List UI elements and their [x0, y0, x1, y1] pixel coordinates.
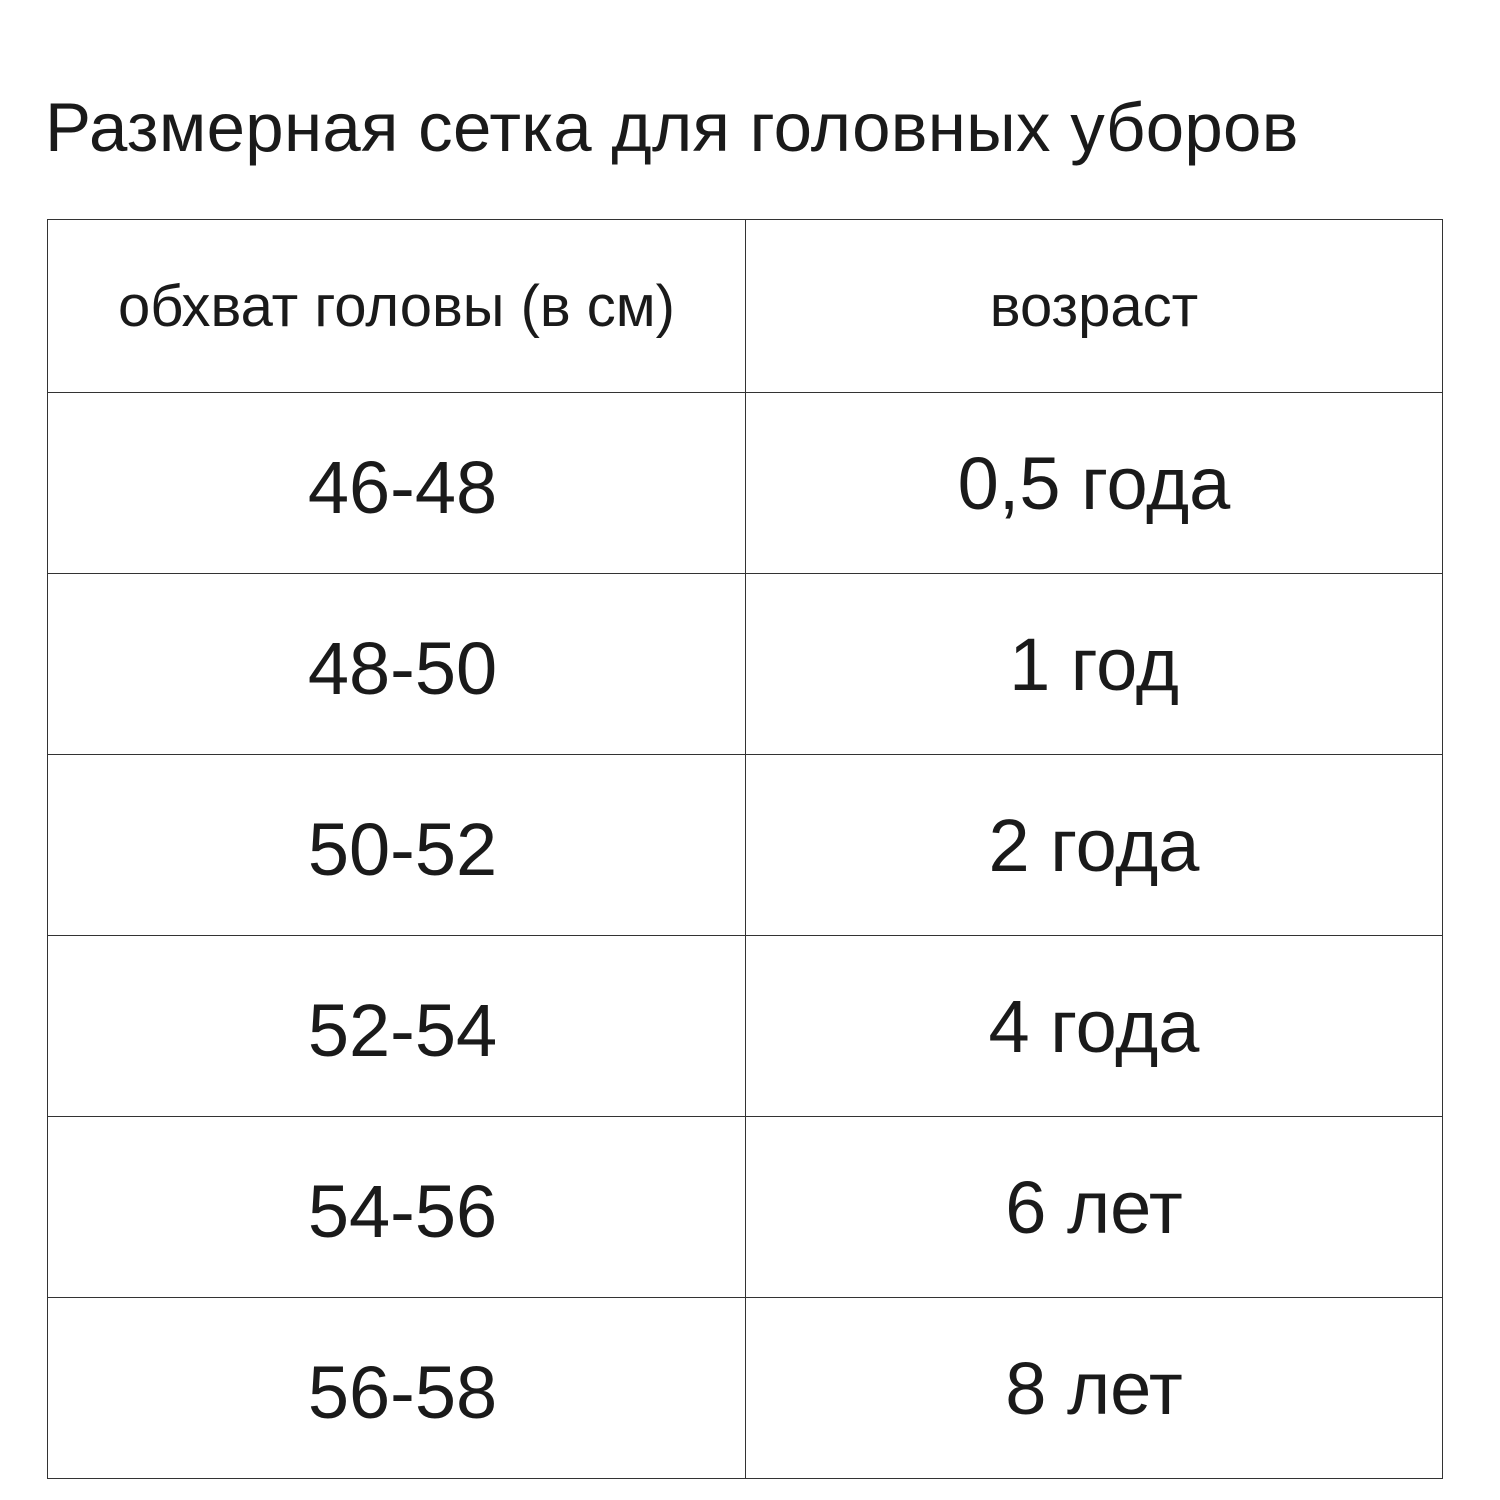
table-row: 48-50 1 год	[47, 573, 1443, 755]
cell-circumference: 48-50	[47, 573, 746, 755]
cell-circumference: 50-52	[47, 754, 746, 936]
table-row: 46-48 0,5 года	[47, 392, 1443, 574]
header-age: возраст	[745, 219, 1443, 393]
header-head-circumference: обхват головы (в см)	[47, 219, 746, 393]
size-chart-table: обхват головы (в см) возраст 46-48 0,5 г…	[47, 219, 1443, 1479]
table-row: 54-56 6 лет	[47, 1116, 1443, 1298]
cell-age: 8 лет	[745, 1297, 1443, 1479]
cell-age: 4 года	[745, 935, 1443, 1117]
cell-age: 6 лет	[745, 1116, 1443, 1298]
cell-circumference: 52-54	[47, 935, 746, 1117]
cell-circumference: 56-58	[47, 1297, 746, 1479]
cell-age: 0,5 года	[745, 392, 1443, 574]
table-header-row: обхват головы (в см) возраст	[47, 219, 1443, 393]
cell-age: 1 год	[745, 573, 1443, 755]
cell-circumference: 54-56	[47, 1116, 746, 1298]
table-row: 56-58 8 лет	[47, 1297, 1443, 1479]
table-row: 52-54 4 года	[47, 935, 1443, 1117]
cell-circumference: 46-48	[47, 392, 746, 574]
table-row: 50-52 2 года	[47, 754, 1443, 936]
cell-age: 2 года	[745, 754, 1443, 936]
page-title: Размерная сетка для головных уборов	[45, 89, 1299, 166]
